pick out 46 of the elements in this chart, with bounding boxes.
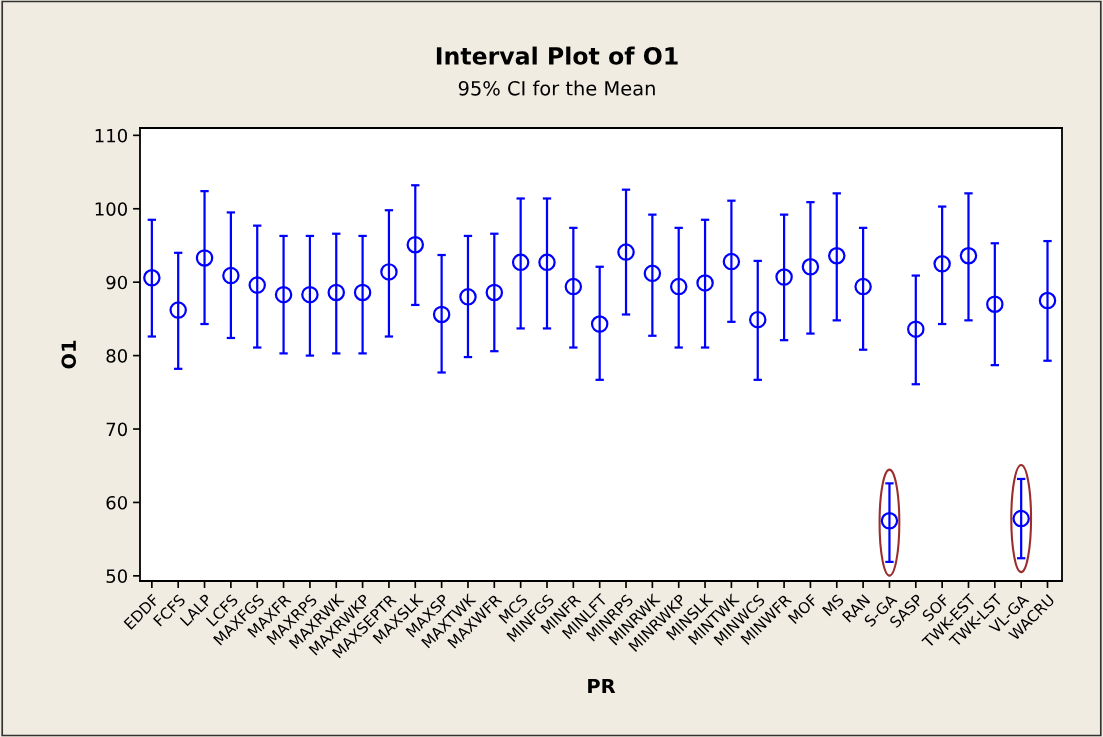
point: [801, 258, 820, 276]
x-axis-title: PR: [588, 678, 616, 694]
chart-subtitle: 95% CI for the Mean: [458, 80, 655, 96]
point: [274, 285, 293, 304]
point: [169, 301, 187, 319]
y-axis-title: O1: [61, 340, 77, 369]
y-tick-label: 110: [95, 128, 127, 143]
point: [143, 269, 161, 287]
point: [406, 235, 425, 254]
y-tick-label: 50: [106, 569, 127, 583]
point: [538, 253, 556, 272]
point: [775, 268, 793, 286]
point: [353, 283, 372, 302]
point: [564, 277, 583, 296]
point: [248, 276, 266, 294]
point: [854, 277, 872, 296]
point: [828, 247, 846, 265]
point: [617, 243, 635, 261]
point: [722, 252, 741, 271]
point: [669, 277, 688, 296]
point: [880, 512, 899, 530]
point: [959, 247, 978, 265]
point: [907, 320, 925, 338]
point: [327, 283, 345, 302]
y-tick-label: 60: [106, 495, 127, 510]
y-tick-label: 70: [106, 422, 127, 437]
point: [643, 264, 662, 283]
point: [485, 283, 504, 302]
point: [986, 295, 1004, 313]
point: [380, 263, 398, 281]
point: [432, 305, 451, 324]
point: [748, 310, 767, 329]
point: [459, 288, 477, 306]
point: [222, 266, 240, 285]
y-tick-label: 90: [106, 275, 127, 290]
point: [511, 253, 530, 272]
y-tick-label: 80: [106, 349, 127, 363]
point: [933, 255, 951, 273]
point: [696, 274, 714, 292]
point: [590, 315, 609, 333]
point: [1012, 509, 1030, 528]
point: [1038, 291, 1057, 310]
y-tick-label: 100: [95, 202, 127, 216]
point: [195, 249, 214, 267]
chart-title: Interval Plot of O1: [436, 46, 678, 65]
point: [301, 285, 319, 304]
